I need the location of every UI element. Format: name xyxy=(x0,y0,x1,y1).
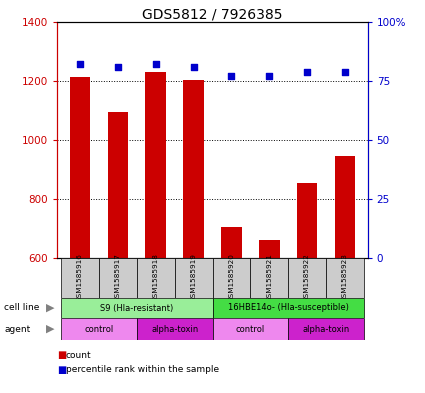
Text: GSM1585919: GSM1585919 xyxy=(190,253,197,303)
Text: control: control xyxy=(85,325,113,334)
Point xyxy=(114,64,121,70)
Text: control: control xyxy=(236,325,265,334)
Text: GSM1585920: GSM1585920 xyxy=(228,253,235,303)
Text: GSM1585923: GSM1585923 xyxy=(342,253,348,303)
Text: alpha-toxin: alpha-toxin xyxy=(302,325,350,334)
Bar xyxy=(183,79,204,258)
Text: GSM1585916: GSM1585916 xyxy=(77,253,83,303)
Bar xyxy=(175,258,212,298)
Bar xyxy=(288,318,364,340)
Bar xyxy=(61,258,99,298)
Bar xyxy=(137,258,175,298)
Point xyxy=(152,61,159,68)
Bar xyxy=(250,258,288,298)
Text: count: count xyxy=(66,351,91,360)
Bar xyxy=(221,227,242,258)
Text: percentile rank within the sample: percentile rank within the sample xyxy=(66,365,219,375)
Text: GSM1585921: GSM1585921 xyxy=(266,253,272,303)
Text: GSM1585917: GSM1585917 xyxy=(115,253,121,303)
Text: ■: ■ xyxy=(57,365,67,375)
Text: S9 (Hla-resistant): S9 (Hla-resistant) xyxy=(100,303,173,312)
Bar xyxy=(70,77,91,258)
Bar xyxy=(108,112,128,258)
Bar xyxy=(61,318,137,340)
Point xyxy=(190,64,197,70)
Bar xyxy=(297,183,317,258)
Point xyxy=(76,61,83,68)
Text: GSM1585922: GSM1585922 xyxy=(304,253,310,303)
Text: agent: agent xyxy=(4,325,31,334)
Bar xyxy=(212,298,364,318)
Bar xyxy=(212,258,250,298)
Text: cell line: cell line xyxy=(4,303,40,312)
Bar xyxy=(137,318,212,340)
Bar xyxy=(334,156,355,258)
Point xyxy=(304,68,311,75)
Bar xyxy=(99,258,137,298)
Text: ▶: ▶ xyxy=(46,324,54,334)
Bar xyxy=(145,72,166,258)
Text: GSM1585918: GSM1585918 xyxy=(153,253,159,303)
Text: ■: ■ xyxy=(57,350,67,360)
Bar xyxy=(212,318,288,340)
Point xyxy=(266,73,273,79)
Text: alpha-toxin: alpha-toxin xyxy=(151,325,198,334)
Text: ▶: ▶ xyxy=(46,303,54,313)
Point xyxy=(342,68,348,75)
Text: 16HBE14o- (Hla-susceptible): 16HBE14o- (Hla-susceptible) xyxy=(228,303,348,312)
Bar xyxy=(259,240,280,258)
Bar xyxy=(326,258,364,298)
Bar xyxy=(288,258,326,298)
Point xyxy=(228,73,235,79)
Text: GDS5812 / 7926385: GDS5812 / 7926385 xyxy=(142,8,283,22)
Bar xyxy=(61,298,212,318)
